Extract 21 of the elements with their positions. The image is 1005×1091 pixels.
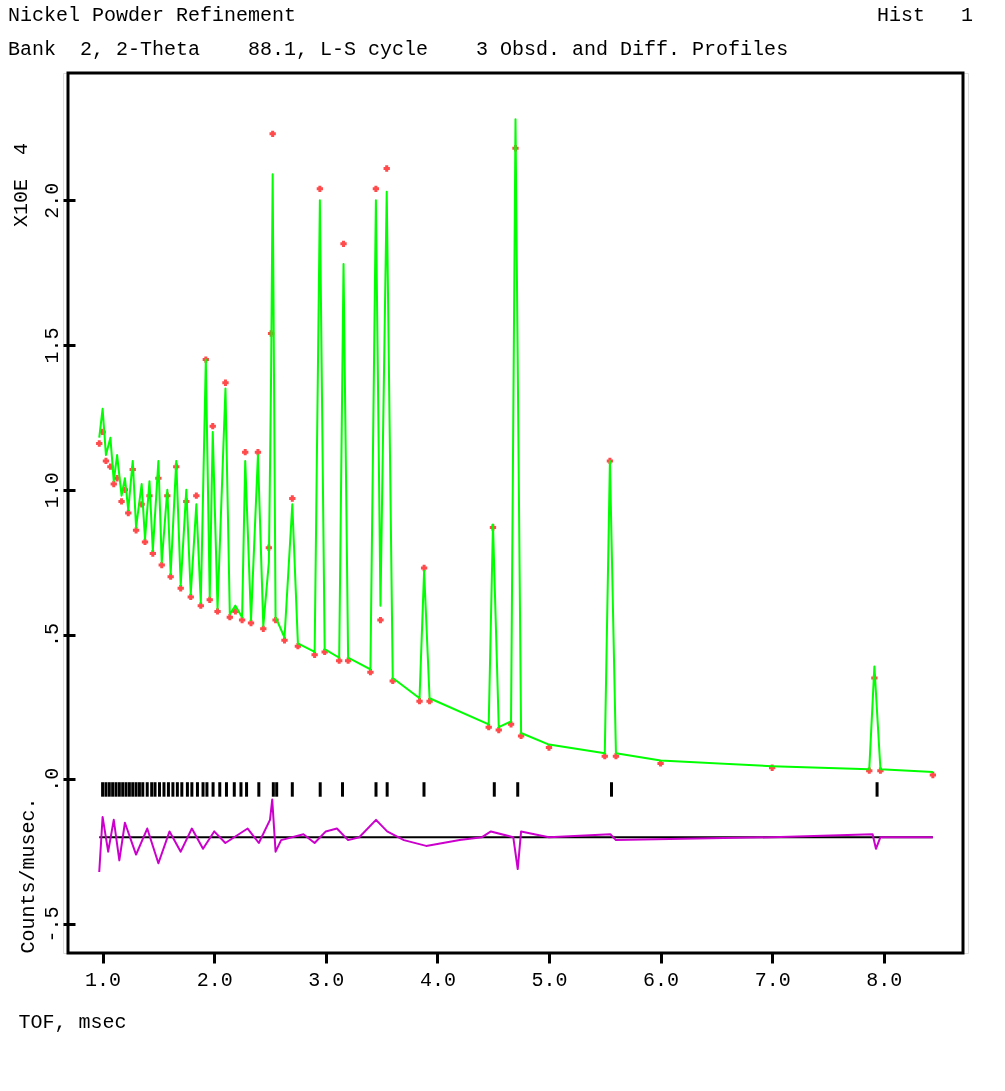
y-tick-label: -.5 bbox=[40, 906, 64, 943]
y-tick-label: .5 bbox=[40, 623, 64, 648]
line-series bbox=[98, 798, 934, 873]
chart-subtitle: Bank 2, 2-Theta 88.1, L-S cycle 3 Obsd. and Diff. Profiles bbox=[8, 38, 789, 61]
x-axis-title: TOF, msec bbox=[18, 1010, 127, 1034]
x-tick-label: 5.0 bbox=[531, 968, 568, 992]
x-tick-label: 3.0 bbox=[308, 968, 345, 992]
x-tick-label: 6.0 bbox=[643, 968, 680, 992]
y-tick-label: 1.0 bbox=[40, 472, 64, 509]
text: Hist 1 bbox=[876, 4, 973, 27]
text: X10E 4 bbox=[10, 143, 33, 228]
x-tick-label: 4.0 bbox=[419, 968, 456, 992]
y-tick-label: 1.5 bbox=[40, 327, 64, 364]
y-tick-label: 2.0 bbox=[40, 182, 64, 219]
y-axis-title: Counts/musec. bbox=[16, 797, 40, 954]
chart-title: Nickel Powder Refinement bbox=[8, 4, 297, 27]
y-tick-label: .0 bbox=[40, 767, 64, 792]
x-tick-label: 7.0 bbox=[754, 968, 791, 992]
x-tick-label: 2.0 bbox=[196, 968, 233, 992]
x-tick-label: 8.0 bbox=[866, 968, 903, 992]
x-tick-label: 1.0 bbox=[85, 968, 122, 992]
